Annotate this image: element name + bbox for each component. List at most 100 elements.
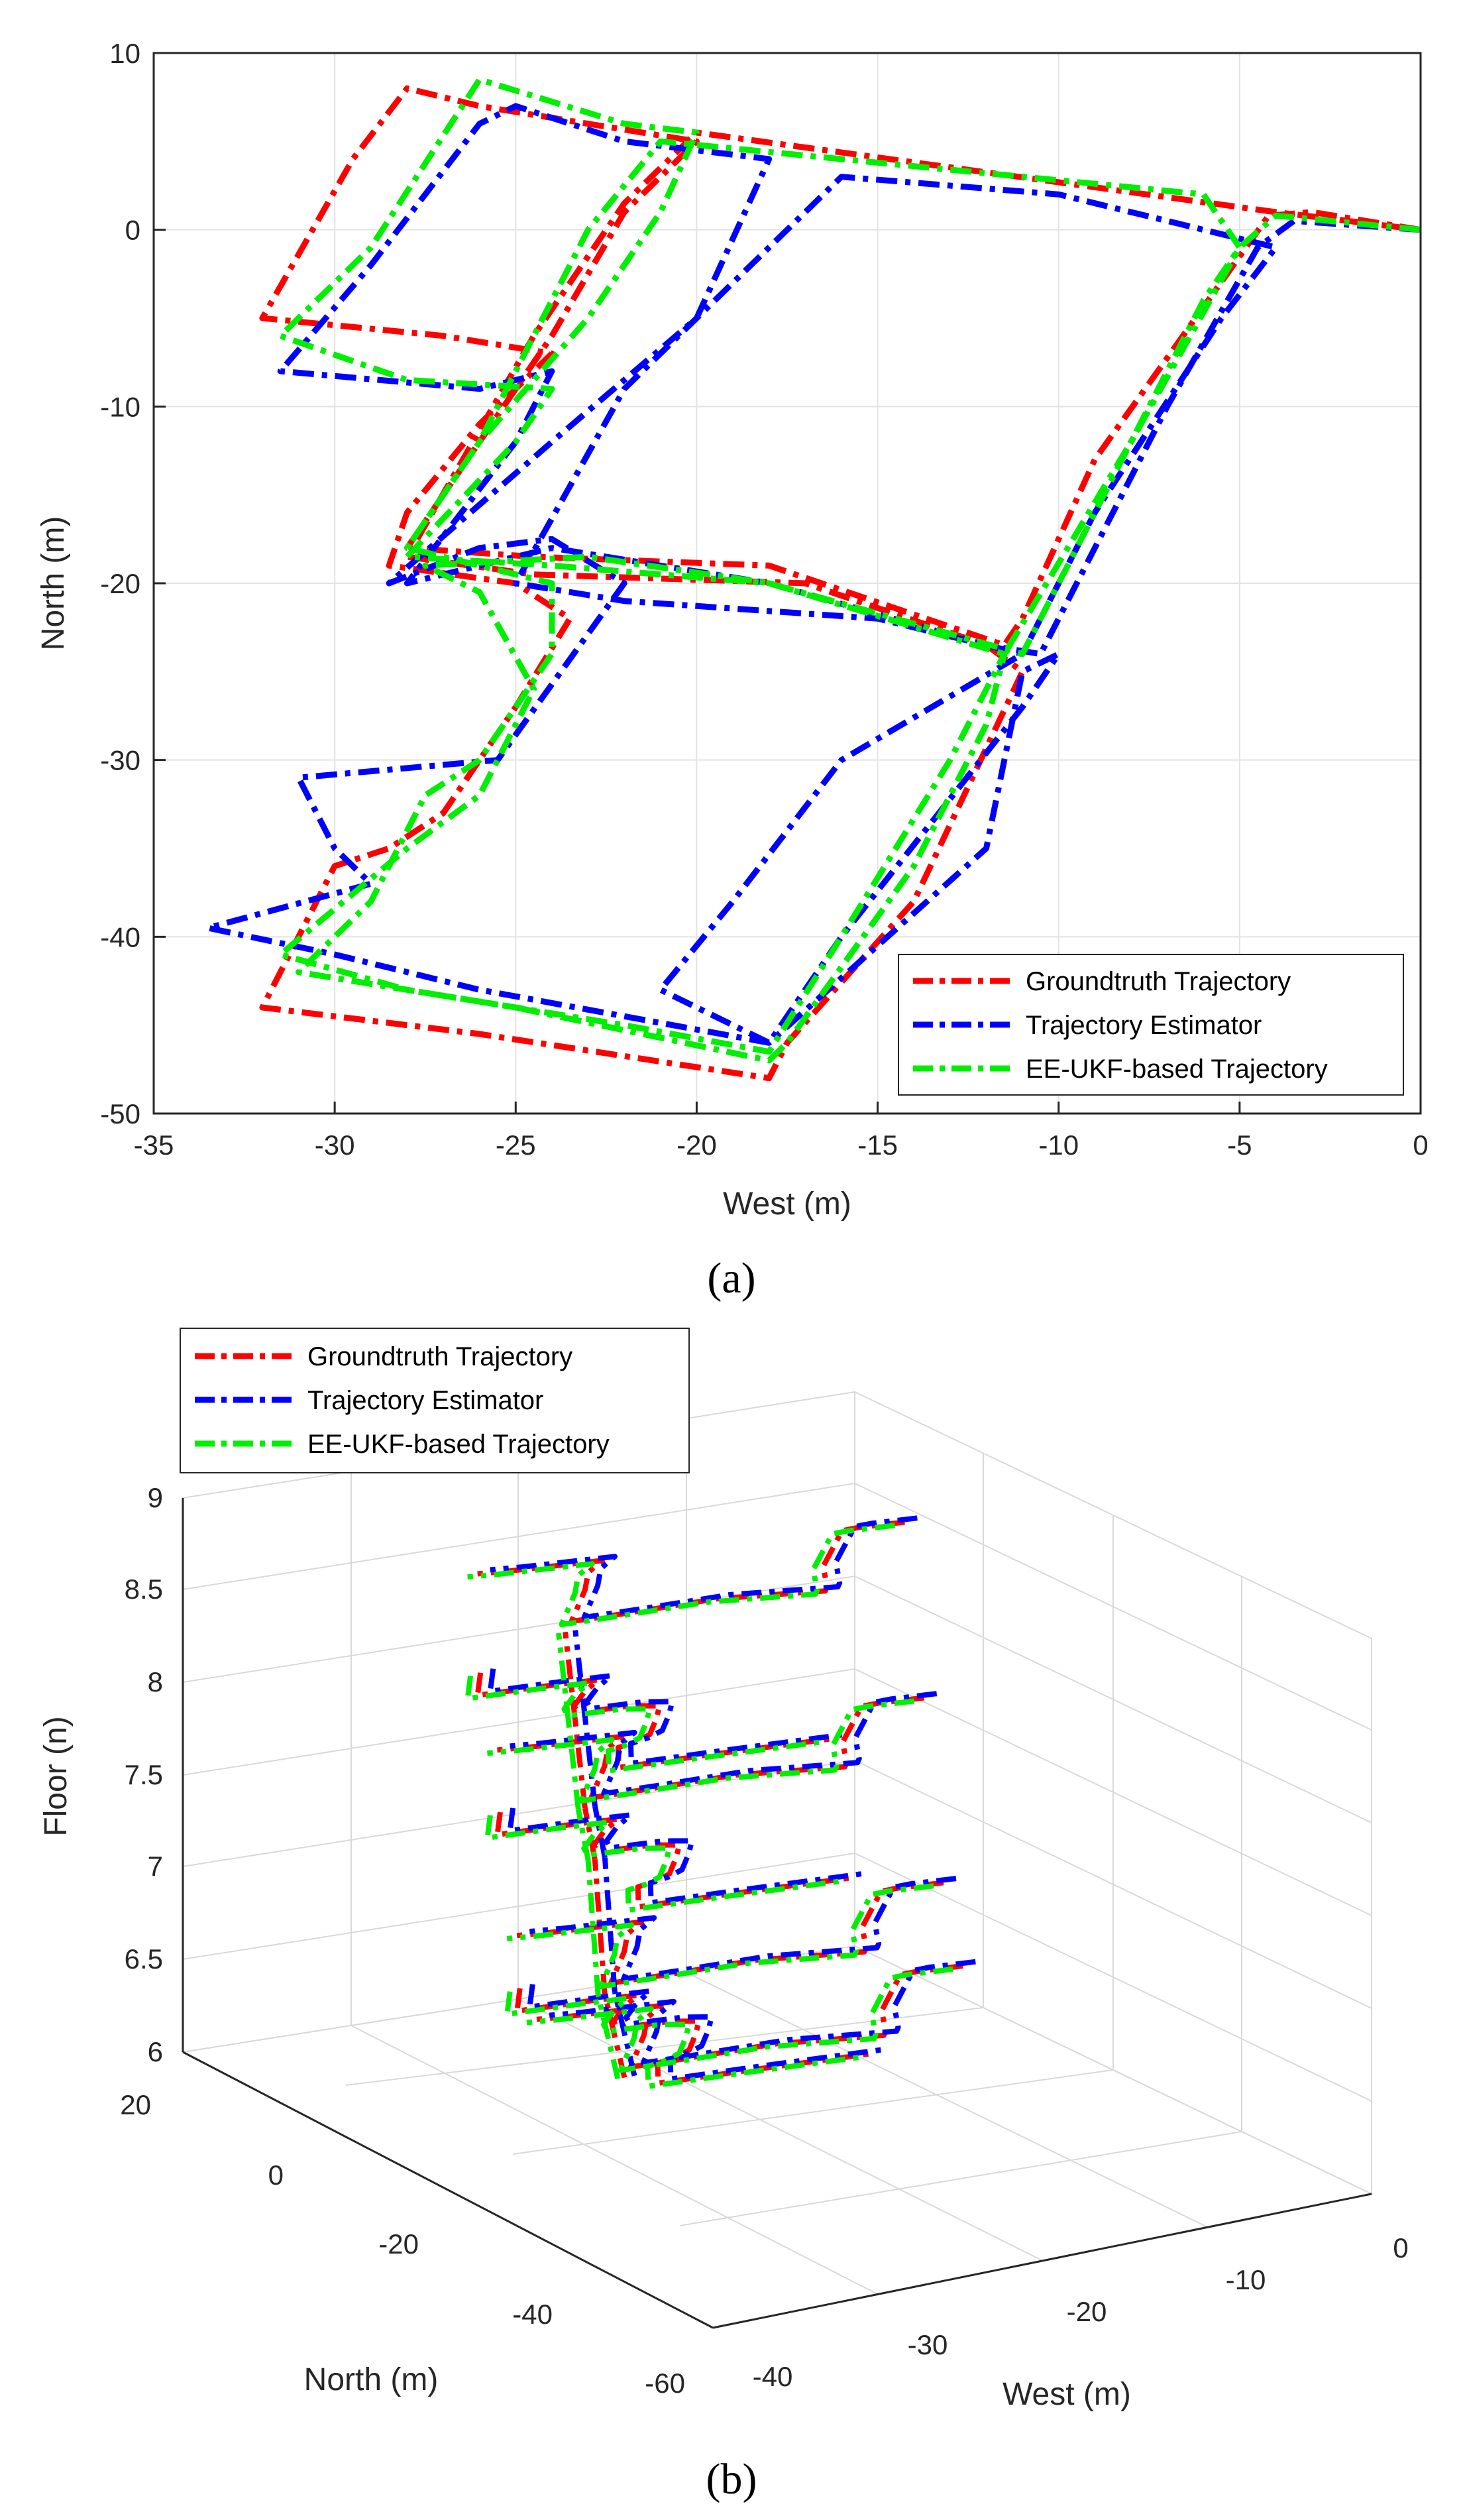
panel-b-series-1-stair-5 xyxy=(572,1630,588,1719)
panel-b-series-1-floor-1 xyxy=(527,1984,883,2082)
panel-b-chart: 9 8.5 8 7.5 7 6.5 6 20 0 -20 -40 -60 -40… xyxy=(38,1328,1409,2412)
panel-b-ztick-5: 6.5 xyxy=(125,1943,163,1975)
panel-a-ytick-1: 0 xyxy=(125,215,140,246)
legend-a-label-groundtruth: Groundtruth Trajectory xyxy=(1026,967,1291,996)
panel-b-zgrid-85 xyxy=(182,1482,1372,1731)
panel-a-ytick-5: -40 xyxy=(100,921,140,952)
panel-a-ytick-4: -30 xyxy=(100,745,140,776)
panel-b-series-0-floor-3 xyxy=(494,1811,851,1910)
panel-a-ytick-2: -10 xyxy=(100,391,140,422)
panel-b-ntick-0: 20 xyxy=(120,2089,151,2120)
panel-b-floor-grid-1 xyxy=(351,2025,878,2295)
panel-a-series-2 xyxy=(277,76,1421,1064)
panel-b-series-1-floor-3 xyxy=(507,1807,864,1906)
panel-b-ylabel: North (m) xyxy=(304,2362,439,2397)
panel-b-series-0-floor-6 xyxy=(477,1519,905,1625)
panel-b-series-0-stair-2 xyxy=(592,1859,608,1994)
panel-b-wtick-4: 0 xyxy=(1393,2232,1408,2263)
panel-b-ztick-0: 9 xyxy=(148,1482,163,1513)
panel-b-series-0-stair-3 xyxy=(582,1807,598,1861)
panel-b-series-0-floor-4 xyxy=(497,1695,925,1801)
panel-b-axes xyxy=(182,1498,1372,2329)
panel-b-ztick-3: 7.5 xyxy=(125,1759,163,1790)
panel-b-series-group xyxy=(464,1515,976,2089)
panel-b-legend: Groundtruth Trajectory Trajectory Estima… xyxy=(180,1328,690,1473)
panel-b-series-1-stair-3 xyxy=(592,1805,608,1859)
panel-a-xtick-4: -15 xyxy=(857,1129,898,1161)
caption-a: (a) xyxy=(707,1254,755,1302)
panel-b-wtick-3: -10 xyxy=(1226,2264,1266,2295)
panel-b-series-2-floor-5 xyxy=(464,1675,822,1774)
panel-b-series-2-stair-3 xyxy=(575,1809,591,1861)
panel-a-ytick-3: -20 xyxy=(100,568,140,599)
panel-b-ztick-2: 8 xyxy=(148,1666,163,1697)
panel-b-ntick-4: -60 xyxy=(645,2368,685,2399)
panel-b-west-axis xyxy=(712,2193,1372,2329)
panel-a-xtick-0: -35 xyxy=(134,1129,174,1161)
panel-b-floor-grid-5 xyxy=(512,2069,1114,2155)
panel-b-series-2-floor-1 xyxy=(504,1991,861,2089)
panel-b-series-2-stair-4 xyxy=(565,1721,581,1810)
panel-b-series-2-stair-2 xyxy=(585,1860,601,1995)
panel-b-floor-grid-4 xyxy=(345,2007,984,2086)
panel-b-series-2-floor-2 xyxy=(506,1883,934,1989)
panel-b-grid xyxy=(180,1391,1374,2329)
panel-b-series-0-floor-1 xyxy=(514,1988,871,2086)
legend-a-label-eeukf: EE-UKF-based Trajectory xyxy=(1026,1055,1328,1084)
panel-b-floor-grid-6 xyxy=(679,2131,1242,2226)
panel-b-zgrid-65 xyxy=(182,1852,1372,2102)
legend-b-label-estimator: Trajectory Estimator xyxy=(307,1386,543,1415)
panel-a-xtick-3: -20 xyxy=(677,1129,717,1161)
panel-a-xtick-6: -5 xyxy=(1227,1129,1252,1161)
panel-a-xlabel: West (m) xyxy=(723,1186,851,1222)
panel-a-series-group xyxy=(205,76,1421,1082)
panel-b-series-1-floor-5 xyxy=(487,1668,844,1766)
panel-b-series-2-stair-0 xyxy=(605,2036,621,2080)
panel-b-series-0-floor-2 xyxy=(516,1880,944,1986)
panel-b-wtick-1: -30 xyxy=(908,2329,948,2360)
panel-b-ztick-1: 8.5 xyxy=(125,1574,163,1605)
panel-b-ntick-3: -40 xyxy=(512,2299,553,2330)
legend-a-label-estimator: Trajectory Estimator xyxy=(1026,1011,1262,1040)
panel-b-ntick-2: -20 xyxy=(378,2228,419,2260)
panel-b-series-2-floor-0 xyxy=(526,1966,953,2073)
panel-b-series-1-stair-1 xyxy=(612,1991,627,2035)
panel-b-wtick-2: -20 xyxy=(1067,2296,1107,2327)
panel-a-xtick-5: -10 xyxy=(1038,1129,1079,1161)
panel-b-zgrid-8 xyxy=(182,1575,1372,1823)
panel-b-xlabel: West (m) xyxy=(1002,2377,1131,2412)
legend-b-label-eeukf: EE-UKF-based Trajectory xyxy=(307,1430,610,1459)
panel-a-ytick-0: 10 xyxy=(109,38,140,69)
panel-b-series-0-stair-4 xyxy=(572,1719,588,1809)
panel-b-zlabel: Floor (n) xyxy=(38,1716,74,1836)
panel-a-legend: Groundtruth Trajectory Trajectory Estima… xyxy=(898,954,1404,1096)
panel-a-ytick-6: -50 xyxy=(100,1098,140,1129)
panel-a-chart: -35 -30 -25 -20 -15 -10 -5 0100-10-20-30-40-50 … xyxy=(36,38,1429,1222)
panel-a-xtick-2: -25 xyxy=(496,1129,536,1161)
legend-b-label-groundtruth: Groundtruth Trajectory xyxy=(307,1342,572,1371)
panel-b-wtick-0: -40 xyxy=(753,2361,793,2392)
panel-a-xtick-7: 0 xyxy=(1413,1129,1428,1161)
panel-b-series-0-stair-5 xyxy=(563,1631,578,1721)
panel-b-series-2-floor-3 xyxy=(484,1815,841,1913)
panel-a-series-1 xyxy=(205,103,1421,1046)
panel-b-zgrid-75 xyxy=(182,1668,1372,1916)
panel-b-series-2-stair-5 xyxy=(556,1632,571,1722)
panel-b-ntick-1: 0 xyxy=(268,2159,284,2191)
panel-b-north-axis xyxy=(182,2051,714,2329)
panel-b-ztick-6: 6 xyxy=(148,2036,163,2067)
caption-b: (b) xyxy=(706,2455,757,2503)
panel-b-series-0-floor-0 xyxy=(536,1963,963,2070)
panel-b-series-2-stair-1 xyxy=(595,1994,611,2037)
panel-b-series-2-floor-6 xyxy=(467,1522,895,1628)
panel-b-series-1-stair-2 xyxy=(602,1857,618,1992)
panel-b-floor-grid-2 xyxy=(517,1998,1044,2262)
panel-b-series-2-floor-4 xyxy=(487,1698,915,1804)
panel-a-ylabel: North (m) xyxy=(36,516,71,651)
panel-b-ztick-4: 7 xyxy=(148,1851,163,1882)
panel-b-series-1-stair-4 xyxy=(582,1718,598,1807)
panel-b-floor-grid-3 xyxy=(686,1972,1208,2228)
panel-a-xtick-1: -30 xyxy=(315,1129,355,1161)
